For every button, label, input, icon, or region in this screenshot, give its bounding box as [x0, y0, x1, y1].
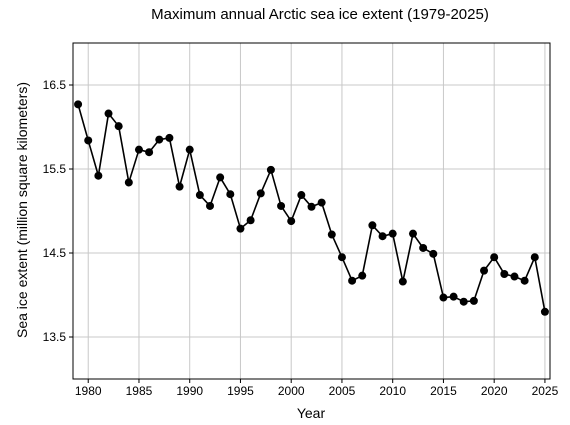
data-point: [317, 198, 326, 207]
data-point: [246, 216, 255, 225]
data-point: [408, 229, 417, 238]
data-point: [480, 266, 489, 275]
data-point: [469, 296, 478, 305]
x-tick-label: 2010: [379, 384, 406, 398]
data-point: [185, 145, 194, 154]
data-point: [165, 133, 174, 142]
y-tick-label: 14.5: [43, 246, 67, 260]
data-point: [114, 122, 123, 131]
data-point: [277, 201, 286, 210]
data-point: [388, 229, 397, 238]
data-point: [337, 253, 346, 262]
data-points: [74, 100, 549, 316]
data-point: [419, 243, 428, 252]
data-point: [216, 173, 225, 182]
data-point: [297, 191, 306, 200]
y-tick-label: 15.5: [43, 162, 67, 176]
data-point: [155, 135, 164, 144]
x-tick-label: 2025: [532, 384, 559, 398]
x-axis-label: Year: [297, 405, 326, 421]
x-tick-label: 2015: [430, 384, 457, 398]
data-point: [540, 307, 549, 316]
data-point: [236, 224, 245, 233]
data-point: [94, 171, 103, 180]
x-tick-label: 1995: [227, 384, 254, 398]
data-point: [500, 270, 509, 278]
data-point: [145, 148, 154, 157]
data-point: [490, 253, 499, 262]
data-point: [368, 221, 377, 230]
x-tick-label: 2000: [278, 384, 305, 398]
x-tick-label: 2020: [481, 384, 508, 398]
chart-title: Maximum annual Arctic sea ice extent (19…: [151, 6, 489, 23]
data-point: [287, 217, 296, 226]
data-point: [520, 276, 529, 285]
data-point: [439, 293, 448, 302]
x-tick-label: 2005: [329, 384, 356, 398]
data-point: [307, 202, 316, 211]
data-point: [327, 230, 336, 239]
grid: [73, 43, 550, 379]
data-point: [530, 253, 539, 262]
data-point: [449, 292, 458, 301]
x-tick-label: 1990: [176, 384, 203, 398]
y-tick-label: 13.5: [43, 330, 67, 344]
data-point: [226, 190, 235, 199]
data-point: [175, 182, 184, 191]
data-point: [510, 272, 519, 281]
data-point: [398, 277, 407, 286]
data-point: [256, 189, 265, 198]
data-point: [429, 249, 438, 258]
data-point: [84, 136, 93, 145]
x-tick-label: 1985: [126, 384, 153, 398]
data-point: [358, 271, 367, 280]
data-point: [459, 297, 468, 306]
data-point: [74, 100, 83, 109]
y-axis-label: Sea ice extent (million square kilometer…: [14, 82, 30, 338]
x-axis-ticks: 1980 1985 1990 1995 2000 2005 2010 2015 2020 2025: [75, 379, 559, 398]
x-tick-label: 1980: [75, 384, 102, 398]
data-point: [266, 165, 275, 174]
data-point: [124, 178, 133, 187]
y-tick-label: 16.5: [43, 78, 67, 92]
data-point: [134, 145, 143, 154]
data-point: [195, 191, 204, 200]
data-point: [378, 232, 387, 241]
data-point: [104, 109, 113, 118]
plot-frame: [72, 42, 551, 380]
data-point: [206, 201, 215, 210]
data-point: [348, 276, 357, 285]
y-axis-ticks: 13.5 14.5 15.5 16.5: [43, 78, 73, 344]
